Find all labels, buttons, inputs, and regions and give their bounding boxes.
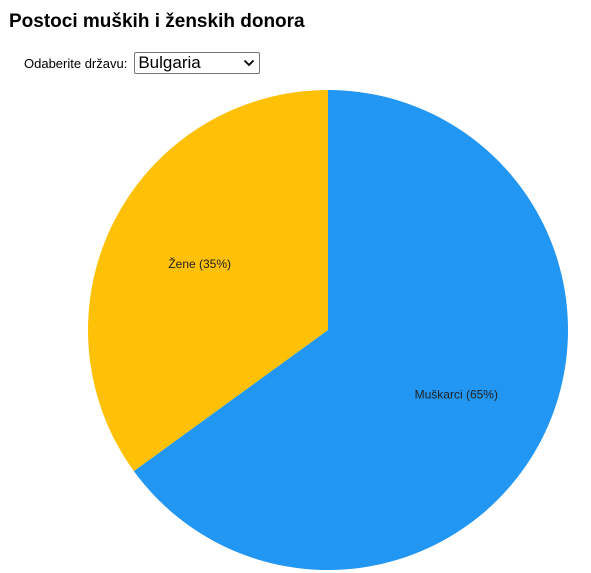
country-select-value: Bulgaria [138,53,201,72]
country-selector: Odaberite državu: Bulgaria [24,52,261,74]
country-select-label: Odaberite državu: [24,55,128,71]
pie-slice-label-1: Muškarci (65%) [415,388,498,402]
pie-slice-1[interactable] [133,90,568,570]
chevron-down-icon [244,59,255,67]
country-select-dropdown[interactable]: Bulgaria [134,52,261,74]
pie-slice-2[interactable] [88,90,328,472]
page-title: Postoci muških i ženskih donora [9,11,305,32]
pie-slice-label-2: Žene (35%) [168,256,231,271]
